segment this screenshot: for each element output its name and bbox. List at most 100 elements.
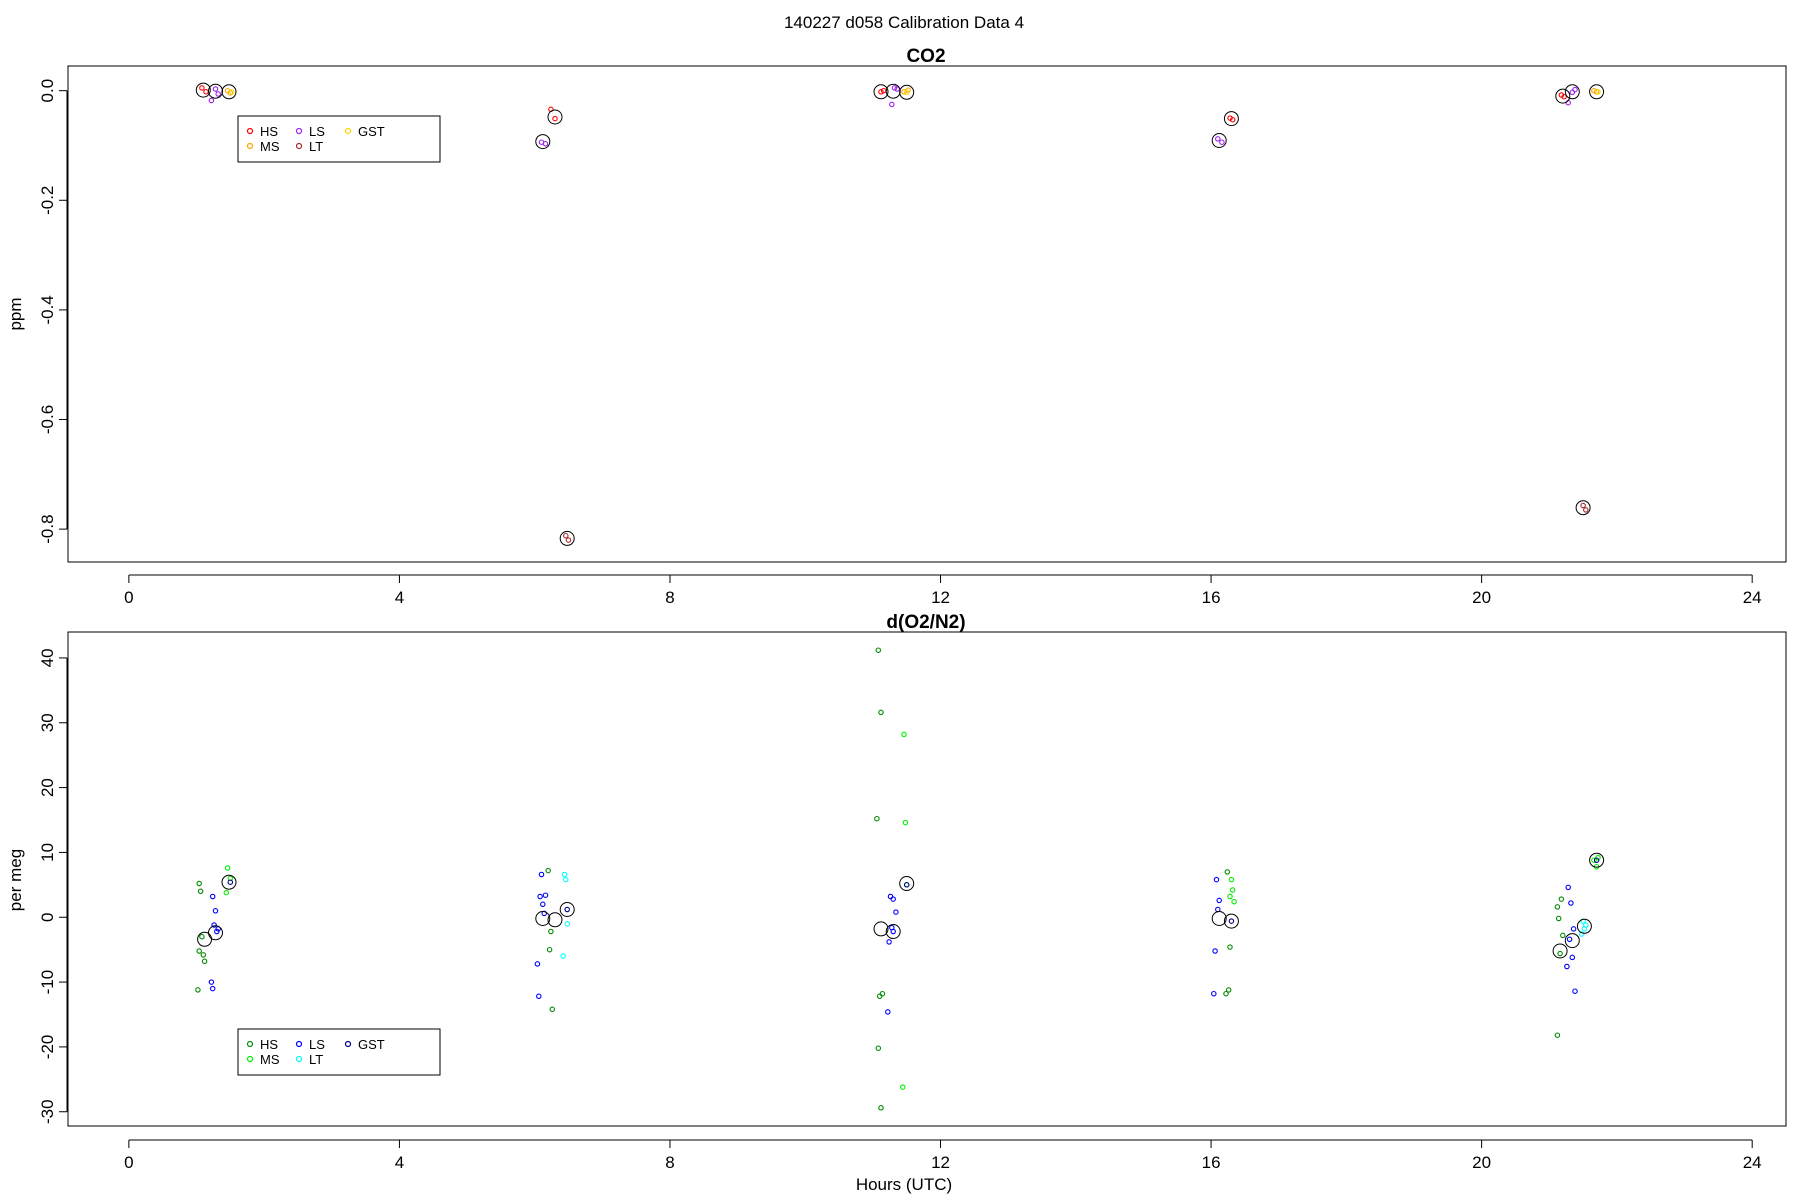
o2n2-point-ls	[537, 893, 543, 900]
o2n2-point-hs	[1557, 950, 1563, 957]
o2n2-point-ls	[211, 922, 217, 928]
co2-y-tick-label: -0.8	[38, 514, 57, 543]
co2-point-lt	[563, 532, 569, 539]
co2-legend-marker-ls	[295, 127, 303, 135]
o2n2-legend-label-ls: LS	[309, 1037, 325, 1052]
co2-legend-marker-gst	[344, 127, 352, 135]
o2n2-point-ls	[1213, 876, 1220, 883]
o2n2-point-ls	[1572, 988, 1578, 994]
co2-legend-label-ms: MS	[260, 139, 280, 154]
o2n2-point-ls	[1570, 926, 1577, 932]
o2n2-point-ms	[1591, 857, 1597, 863]
co2-y-tick-label: 0.0	[38, 79, 57, 103]
o2n2-x-tick-label: 24	[1743, 1153, 1762, 1172]
co2-legend-marker-ms	[246, 142, 254, 150]
co2-point-lt	[1583, 507, 1589, 513]
co2-x-tick-label: 4	[395, 588, 404, 607]
co2-point-ls	[212, 86, 219, 92]
o2n2-point-ms	[901, 731, 907, 738]
o2n2-point-hs	[1227, 944, 1233, 950]
co2-point-mean	[1211, 133, 1227, 148]
o2n2-point-mean	[1211, 911, 1227, 926]
o2n2-point-ms	[227, 875, 234, 882]
o2n2-x-tick-label: 20	[1472, 1153, 1491, 1172]
co2-points	[195, 82, 1605, 546]
co2-y-axis-label: ppm	[6, 297, 25, 330]
o2n2-point-mean	[885, 924, 901, 939]
o2n2-point-hs	[874, 815, 880, 822]
co2-point-mean	[1223, 111, 1239, 127]
o2n2-point-mean	[197, 931, 213, 947]
o2n2-point-ms	[1229, 887, 1236, 893]
o2n2-point-ls	[212, 908, 219, 914]
co2-point-lt	[1580, 502, 1586, 509]
o2n2-y-tick-label: 10	[38, 843, 57, 862]
co2-point-mean	[1575, 500, 1591, 516]
o2n2-point-lt	[1578, 931, 1585, 937]
co2-point-hs	[203, 89, 209, 95]
o2n2-legend-marker-ms	[246, 1055, 254, 1063]
o2n2-legend-marker-gst	[344, 1040, 352, 1048]
co2-point-ls	[1569, 89, 1576, 96]
o2n2-point-hs	[199, 933, 205, 940]
co2-point-ls	[1572, 86, 1578, 93]
o2n2-point-ls	[209, 985, 216, 992]
o2n2-point-lt	[561, 871, 568, 878]
o2n2-point-gst	[564, 906, 570, 913]
co2-legend-label-gst: GST	[358, 124, 385, 139]
co2-legend-label-hs: HS	[260, 124, 278, 139]
co2-point-gst	[228, 89, 235, 95]
o2n2-point-lt	[560, 953, 566, 959]
o2n2-point-ms	[1228, 876, 1235, 883]
o2n2-point-mean	[899, 876, 915, 891]
o2n2-y-tick-label: 0	[38, 913, 57, 922]
co2-point-hs	[1561, 93, 1567, 100]
co2-legend-label-ls: LS	[309, 124, 325, 139]
o2n2-point-hs	[549, 1006, 556, 1013]
o2n2-point-ls	[887, 893, 894, 900]
co2-x-tick-label: 8	[665, 588, 674, 607]
o2n2-point-hs	[1225, 987, 1232, 993]
o2n2-point-ms	[223, 889, 230, 896]
o2n2-point-ms	[899, 1084, 906, 1090]
o2n2-point-gst	[227, 879, 234, 885]
o2n2-point-mean	[208, 925, 223, 941]
co2-point-hs	[878, 89, 884, 95]
o2n2-point-hs	[195, 987, 201, 993]
o2n2-point-hs	[1223, 990, 1229, 997]
o2n2-points	[195, 647, 1605, 1111]
o2n2-point-mean	[1589, 852, 1605, 868]
o2n2-point-hs	[201, 958, 208, 965]
o2n2-point-mean	[1564, 933, 1580, 949]
o2n2-point-ls	[1216, 897, 1222, 904]
co2-point-ls	[891, 85, 898, 91]
co2-legend-marker-lt	[295, 142, 303, 150]
co2-point-ls	[1219, 139, 1225, 145]
co2-legend-label-lt: LT	[309, 139, 323, 154]
o2n2-point-hs	[546, 946, 553, 953]
o2n2-y-tick-label: -10	[38, 970, 57, 995]
co2-legend-marker-hs	[246, 127, 254, 135]
o2n2-point-hs	[1560, 932, 1566, 939]
o2n2-point-gst	[1593, 857, 1600, 863]
co2-point-mean	[221, 84, 237, 100]
co2-x-tick-label: 24	[1743, 588, 1762, 607]
o2n2-x-tick-label: 12	[931, 1153, 950, 1172]
o2n2-point-ls	[208, 979, 215, 985]
o2n2-x-tick-label: 16	[1202, 1153, 1221, 1172]
co2-point-ls	[889, 101, 895, 108]
o2n2-axes: 0 4 8 12 16 20 24 40 30 20 10 0 -10 -20 -30	[38, 648, 1762, 1172]
o2n2-point-hs	[879, 990, 886, 997]
o2n2-point-ls	[1565, 884, 1571, 891]
co2-point-mean	[1589, 84, 1605, 100]
o2n2-point-mean	[1552, 943, 1568, 959]
o2n2-point-ms	[224, 865, 231, 871]
o2n2-y-axis-label: per meg	[6, 849, 25, 911]
o2n2-point-ls	[1569, 954, 1576, 961]
o2n2-point-ls	[542, 892, 549, 898]
o2n2-point-hs	[196, 948, 202, 954]
o2n2-legend-label-hs: HS	[260, 1037, 278, 1052]
co2-y-tick-label: -0.4	[38, 295, 57, 324]
